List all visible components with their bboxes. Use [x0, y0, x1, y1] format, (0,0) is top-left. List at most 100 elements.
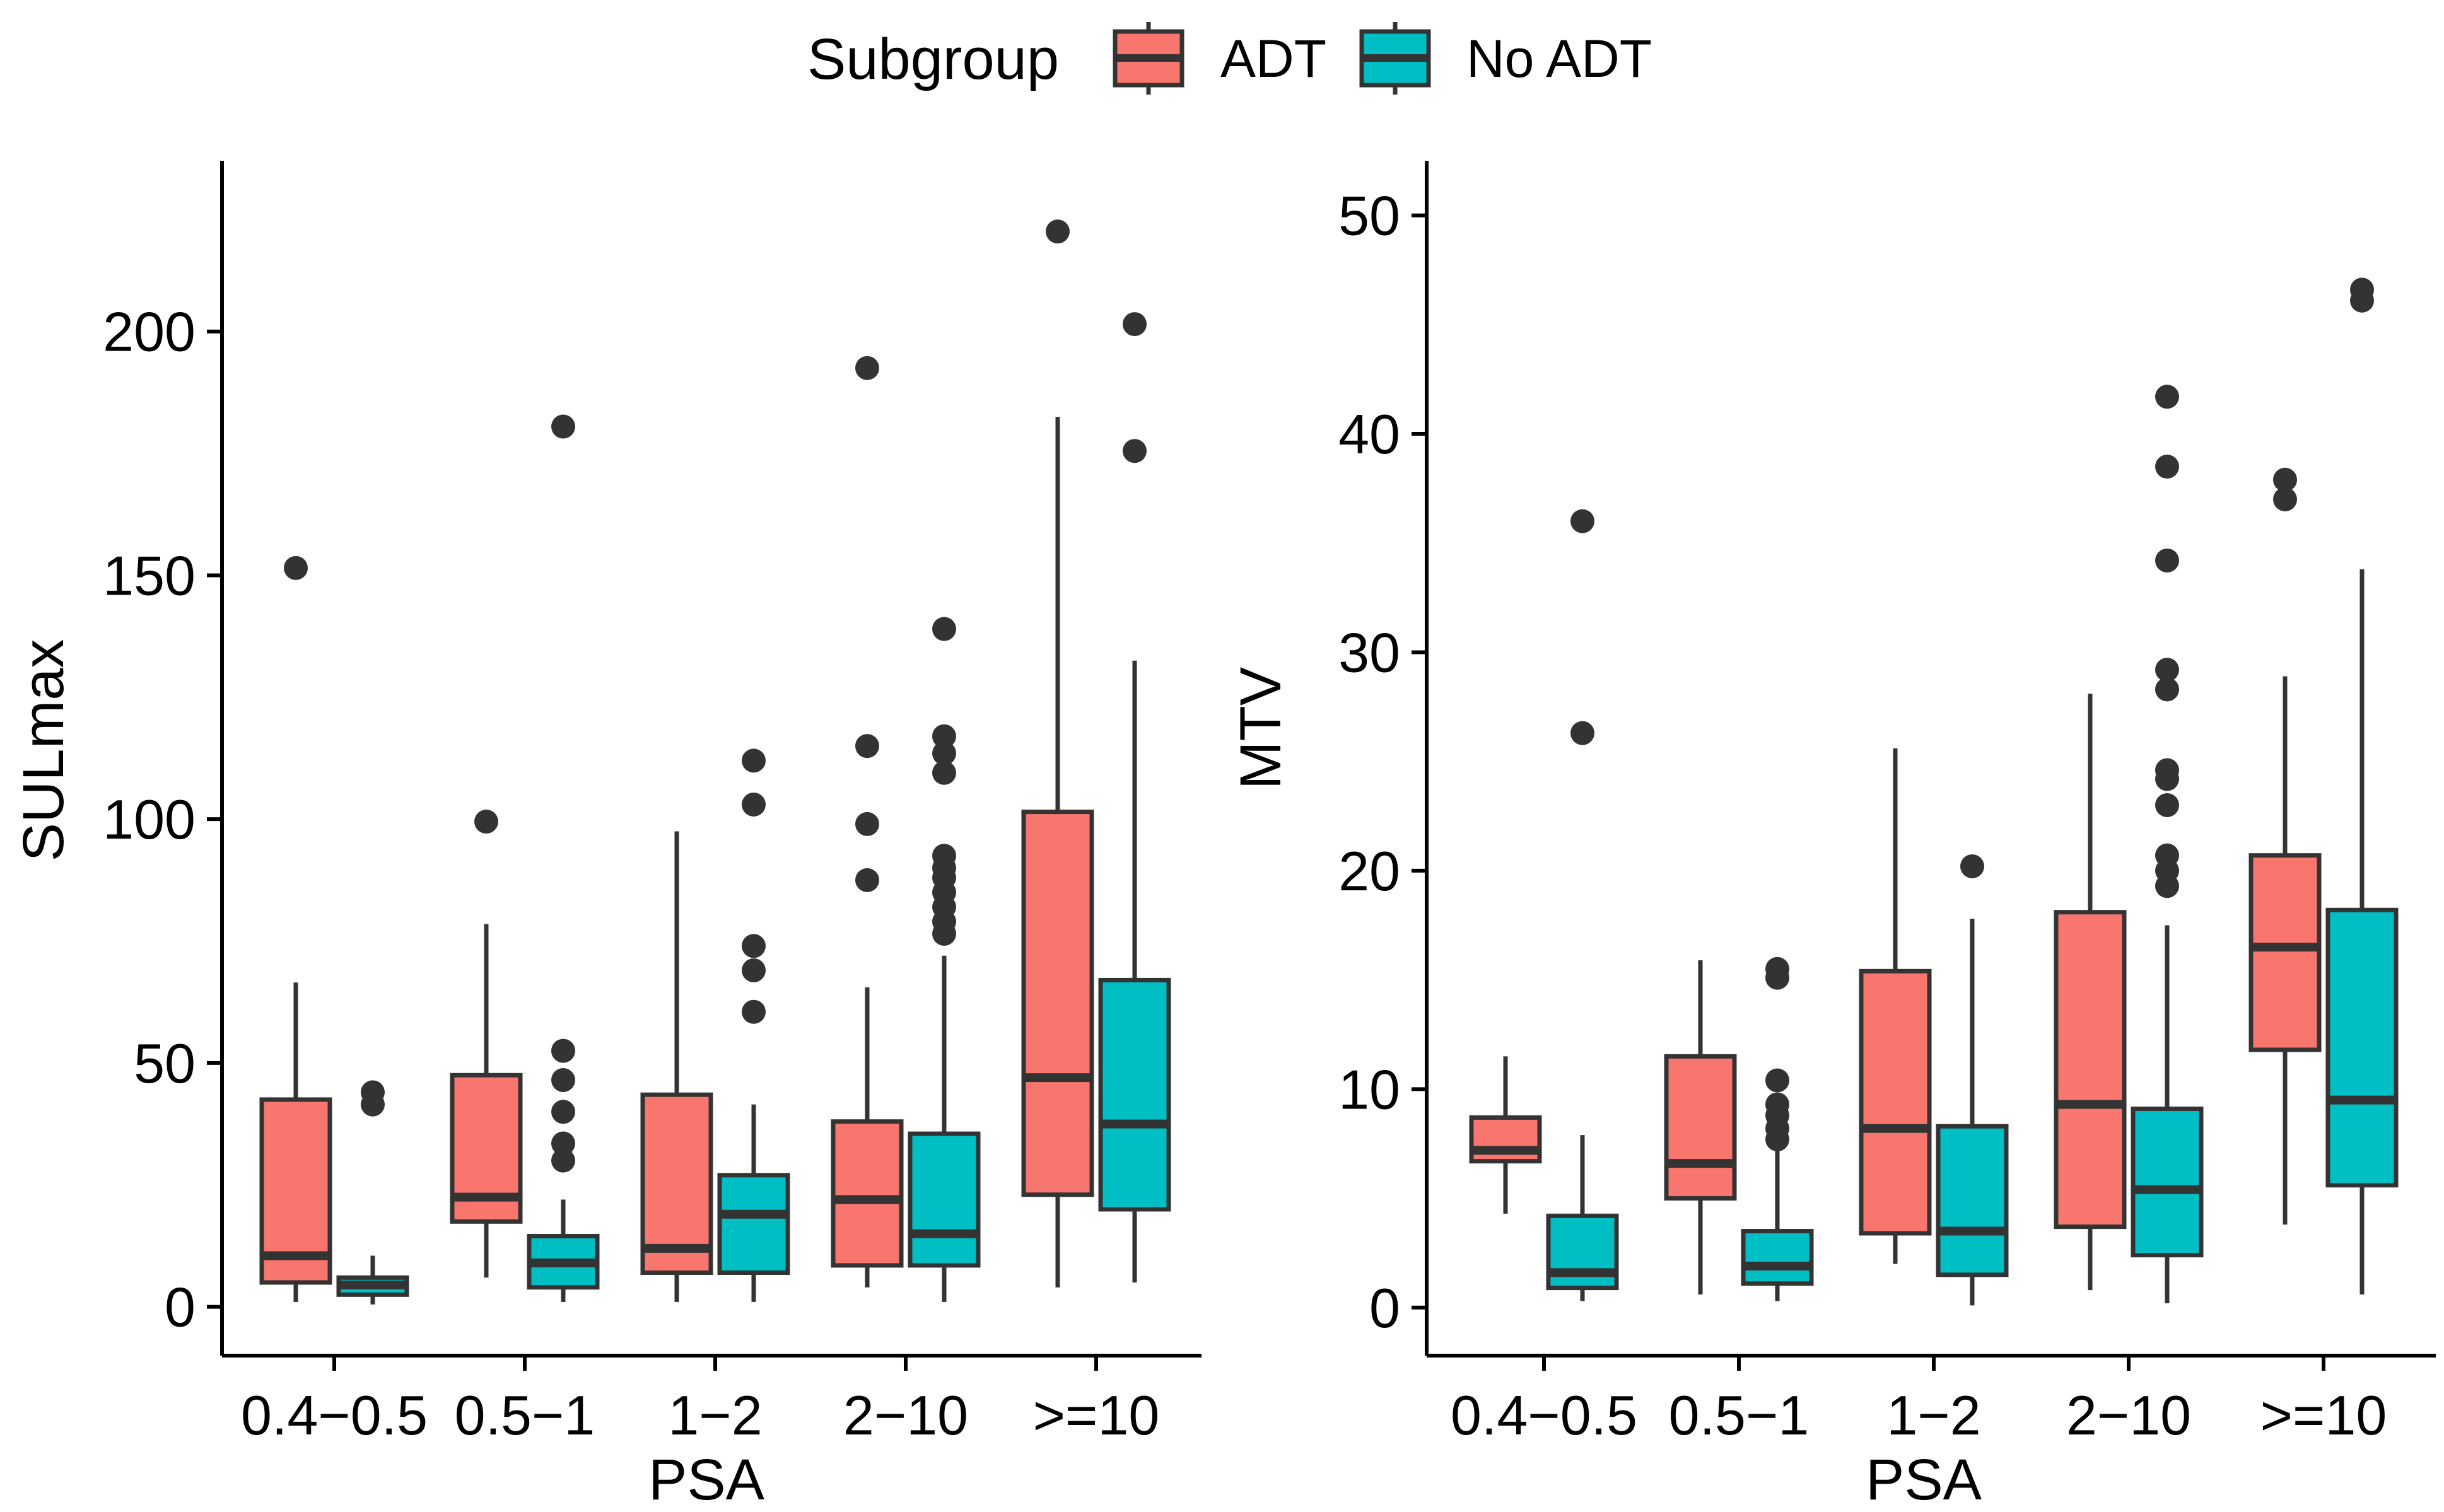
box-no-adt-2: [1741, 957, 1814, 1301]
outlier-point: [1570, 721, 1594, 745]
outlier-point: [742, 934, 766, 958]
y-tick-label: 0: [165, 1276, 196, 1339]
outlier-point: [855, 811, 879, 836]
sulmax-y-title: SULmax: [11, 639, 76, 862]
outlier-point: [855, 356, 879, 380]
box-no-adt-2: [527, 414, 600, 1302]
outlier-point: [2155, 793, 2179, 817]
box-adt-2: [450, 810, 523, 1278]
x-tick-label: >=10: [1033, 1384, 1160, 1446]
box-iqr: [1021, 810, 1094, 1197]
x-tick-label: 0.5−1: [455, 1384, 595, 1446]
box-no-adt-1: [336, 1080, 409, 1305]
sulmax-axes: 0 50 100 150 200 0.4−0.5 0.5−1 1−2 2−10 >=10: [103, 161, 1202, 1446]
box-iqr: [717, 1173, 790, 1276]
outlier-point: [742, 748, 766, 773]
box-iqr: [831, 1119, 904, 1268]
x-tick-label: >=10: [2260, 1384, 2387, 1446]
outlier-point: [1765, 957, 1789, 981]
box-adt-1: [1469, 1056, 1542, 1214]
outlier-point: [551, 414, 575, 439]
box-iqr: [1936, 1124, 2009, 1277]
y-tick-label: 50: [1338, 185, 1400, 247]
outlier-point: [551, 1148, 575, 1173]
outlier-point: [284, 555, 308, 580]
box-iqr: [908, 1131, 981, 1268]
outlier-point: [742, 792, 766, 817]
y-tick-label: 10: [1338, 1058, 1400, 1120]
outlier-point: [932, 760, 956, 785]
outlier-point: [2155, 758, 2179, 782]
outlier-point: [1123, 439, 1147, 463]
y-tick-label: 30: [1338, 621, 1400, 683]
y-tick-label: 100: [103, 788, 196, 851]
box-no-adt-5: [1098, 312, 1171, 1282]
box-iqr: [1664, 1054, 1737, 1201]
legend: Subgroup ADT No ADT: [807, 22, 1652, 95]
y-tick-label: 150: [103, 544, 196, 607]
box-iqr: [2325, 907, 2399, 1188]
box-no-adt-4: [908, 617, 981, 1302]
box-adt-4: [2054, 694, 2127, 1291]
outlier-point: [742, 999, 766, 1024]
x-tick-label: 1−2: [668, 1384, 762, 1446]
box-iqr: [1098, 977, 1171, 1212]
box-iqr: [640, 1092, 713, 1276]
mtv-axes: 0 10 20 30 40 50 0.4−0.5 0.5−1 1−2 2−10 >=10: [1338, 161, 2436, 1446]
y-tick-label: 40: [1338, 403, 1400, 465]
legend-label-no-adt: No ADT: [1466, 29, 1652, 88]
legend-key-no-adt: [1359, 22, 1431, 95]
outlier-point: [2155, 548, 2179, 573]
box-iqr: [1859, 968, 1932, 1236]
outlier-point: [2155, 843, 2179, 868]
outlier-point: [855, 734, 879, 759]
box-adt-4: [831, 356, 904, 1288]
outlier-point: [1765, 1092, 1789, 1117]
mtv-y-title: MTV: [1229, 667, 1293, 789]
outlier-point: [2273, 487, 2297, 511]
y-tick-label: 20: [1338, 840, 1400, 902]
box-iqr: [2248, 853, 2322, 1052]
box-iqr: [2054, 910, 2127, 1230]
y-tick-label: 50: [134, 1032, 196, 1095]
outlier-point: [932, 741, 956, 765]
outlier-point: [2155, 658, 2179, 682]
outlier-point: [551, 1038, 575, 1063]
outlier-point: [2155, 455, 2179, 479]
outlier-point: [1765, 1068, 1789, 1093]
box-no-adt-5: [2325, 277, 2399, 1294]
outlier-point: [742, 958, 766, 982]
sulmax-x-title: PSA: [648, 1448, 765, 1512]
box-no-adt-3: [717, 748, 790, 1302]
sulmax-boxes: [259, 219, 1171, 1305]
x-tick-label: 0.5−1: [1669, 1384, 1810, 1446]
outlier-point: [474, 810, 498, 834]
outlier-point: [1960, 854, 1984, 878]
box-adt-5: [1021, 219, 1094, 1288]
box-adt-3: [1859, 748, 1932, 1264]
x-tick-label: 1−2: [1886, 1384, 1980, 1446]
x-tick-label: 0.4−0.5: [1451, 1384, 1637, 1446]
outlier-point: [932, 844, 956, 868]
box-no-adt-1: [1546, 509, 1619, 1301]
y-tick-label: 200: [103, 301, 196, 363]
outlier-point: [932, 724, 956, 748]
outlier-point: [551, 1067, 575, 1092]
x-tick-label: 2−10: [843, 1384, 968, 1446]
x-tick-label: 0.4−0.5: [241, 1384, 428, 1446]
box-iqr: [1546, 1213, 1619, 1291]
box-adt-2: [1664, 960, 1737, 1294]
box-no-adt-4: [2131, 385, 2204, 1303]
outlier-point: [932, 617, 956, 641]
outlier-point: [2155, 385, 2179, 409]
legend-key-adt: [1113, 22, 1184, 95]
box-adt-3: [640, 831, 713, 1302]
outlier-point: [551, 1131, 575, 1156]
outlier-point: [2155, 677, 2179, 702]
outlier-point: [1123, 312, 1147, 337]
legend-label-adt: ADT: [1220, 29, 1326, 88]
outlier-point: [2273, 467, 2297, 492]
outlier-point: [551, 1100, 575, 1124]
